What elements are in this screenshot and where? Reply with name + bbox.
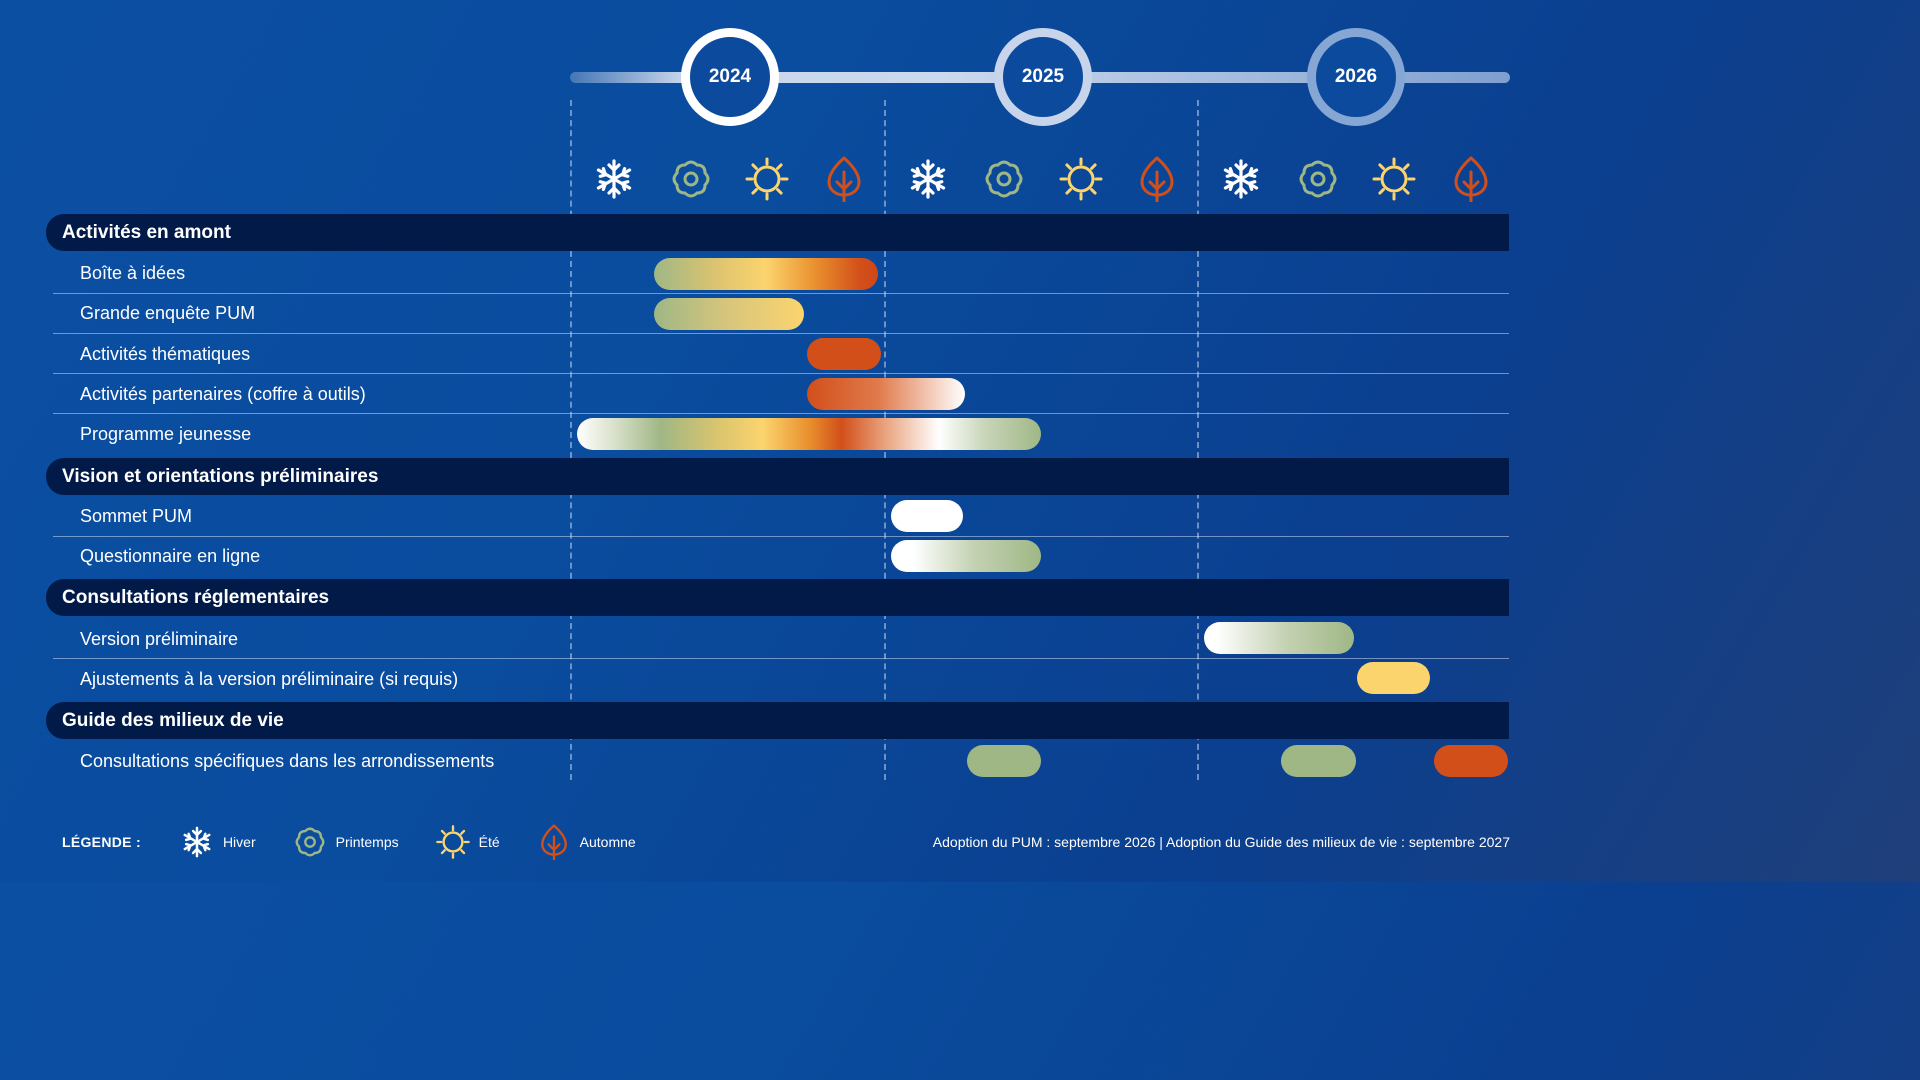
legend-label: Printemps — [335, 834, 399, 850]
adoption-footnote: Adoption du PUM : septembre 2026 | Adopt… — [932, 834, 1510, 850]
task-label-boite-a-idees: Boîte à idées — [80, 263, 186, 283]
leaf-icon — [536, 824, 572, 860]
row-divider — [53, 413, 1509, 414]
legend-label: Été — [478, 834, 500, 850]
row-divider — [53, 536, 1509, 537]
task-label-programme-jeunesse: Programme jeunesse — [80, 424, 252, 444]
task-label-activites-thematiques: Activités thématiques — [80, 344, 251, 364]
year-divider-2024 — [570, 100, 572, 780]
task-label-sommet-pum: Sommet PUM — [80, 506, 193, 526]
section-title: Guide des milieux de vie — [62, 710, 284, 731]
year-divider-2026 — [1197, 100, 1199, 780]
task-bar-ajustements — [1357, 662, 1430, 694]
task-bar-programme-jeunesse — [577, 418, 1041, 450]
legend-item-automne: Automne — [536, 824, 636, 860]
task-bar-activites-thematiques — [807, 338, 881, 370]
sun-icon — [1371, 156, 1417, 202]
timeline-diagram: 2024 2025 2026 Activités en amont Boîte … — [46, 28, 1510, 882]
snowflake-icon — [591, 156, 637, 202]
leaf-icon — [1448, 156, 1494, 202]
year-2026: 2026 — [1307, 28, 1405, 126]
row-divider — [53, 333, 1509, 334]
section-band-vision: Vision et orientations préliminaires — [46, 458, 1509, 495]
task-label-version-preliminaire: Version préliminaire — [80, 629, 239, 649]
legend-item-printemps: Printemps — [292, 824, 399, 860]
task-label-ajustements: Ajustements à la version préliminaire (s… — [80, 669, 459, 689]
section-band-consultations: Consultations réglementaires — [46, 579, 1509, 616]
flower-icon — [1295, 156, 1341, 202]
section-title: Consultations réglementaires — [62, 587, 330, 608]
task-label-consultations-specifiques: Consultations spécifiques dans les arron… — [80, 751, 495, 771]
task-bar-sommet-pum — [891, 500, 963, 532]
row-divider — [53, 373, 1509, 374]
task-bar-consultations-2025 — [967, 745, 1041, 777]
legend-title: LÉGENDE : — [62, 834, 141, 850]
task-bar-activites-partenaires — [807, 378, 965, 410]
leaf-icon — [1134, 156, 1180, 202]
year-2025: 2025 — [994, 28, 1092, 126]
task-label-grande-enquete: Grande enquête PUM — [80, 303, 256, 323]
task-label-activites-partenaires: Activités partenaires (coffre à outils) — [80, 384, 366, 404]
task-bar-questionnaire — [891, 540, 1041, 572]
snowflake-icon — [905, 156, 951, 202]
year-2024: 2024 — [681, 28, 779, 126]
sun-icon — [435, 824, 471, 860]
row-divider — [53, 293, 1509, 294]
legend-label: Hiver — [222, 834, 256, 850]
flower-icon — [981, 156, 1027, 202]
legend-item-ete: Été — [435, 824, 500, 860]
flower-icon — [292, 824, 328, 860]
legend-label: Automne — [579, 834, 636, 850]
task-bar-version-preliminaire — [1204, 622, 1354, 654]
section-title: Vision et orientations préliminaires — [62, 466, 379, 487]
snowflake-icon — [1218, 156, 1264, 202]
task-label-questionnaire: Questionnaire en ligne — [80, 546, 261, 566]
leaf-icon — [821, 156, 867, 202]
section-band-activites-en-amont: Activités en amont — [46, 214, 1509, 251]
task-bar-grande-enquete — [654, 298, 804, 330]
section-title: Activités en amont — [62, 222, 231, 243]
task-bar-boite-a-idees — [654, 258, 878, 290]
legend-item-hiver: Hiver — [179, 824, 256, 860]
task-bar-consultations-2026-printemps — [1281, 745, 1356, 777]
snowflake-icon — [179, 824, 215, 860]
sun-icon — [744, 156, 790, 202]
sun-icon — [1058, 156, 1104, 202]
section-band-guide: Guide des milieux de vie — [46, 702, 1509, 739]
legend: LÉGENDE : Hiver Printemps Été Automne — [62, 822, 672, 862]
flower-icon — [668, 156, 714, 202]
row-divider — [53, 658, 1509, 659]
task-bar-consultations-2026-automne — [1434, 745, 1508, 777]
